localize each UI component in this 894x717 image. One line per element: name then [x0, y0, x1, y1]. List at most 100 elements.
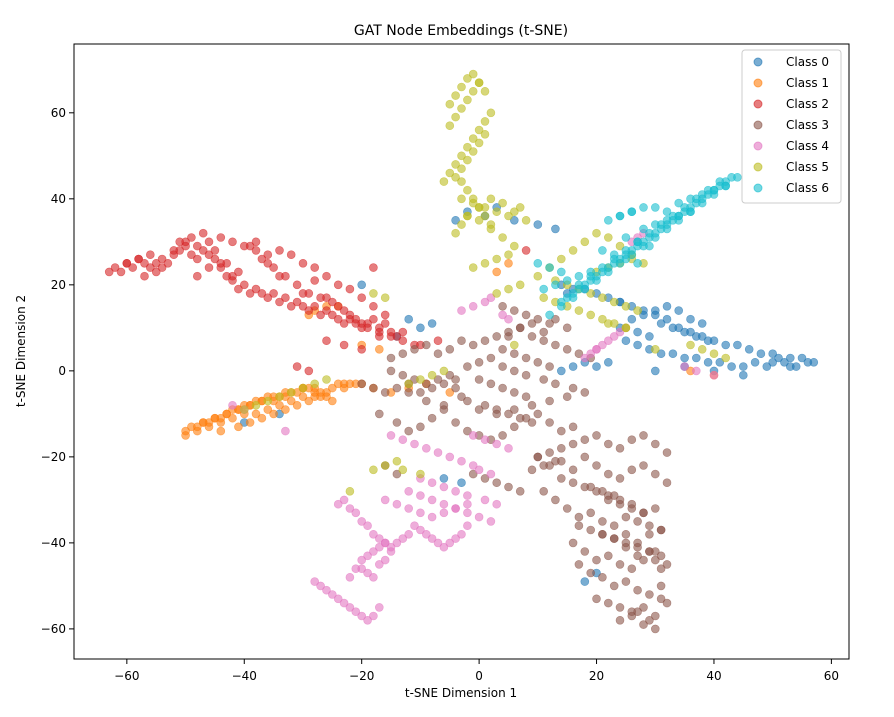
data-point [498, 344, 507, 354]
data-point [562, 344, 572, 354]
data-point [662, 216, 672, 225]
data-point [146, 263, 155, 272]
data-point [603, 267, 613, 277]
data-point [621, 254, 631, 264]
data-point [504, 258, 513, 268]
data-point [615, 499, 625, 509]
data-point [445, 370, 455, 380]
data-point [445, 344, 455, 354]
data-point [275, 297, 284, 307]
data-point [427, 512, 437, 522]
data-point [157, 263, 167, 272]
data-point [486, 194, 496, 204]
data-point [404, 529, 414, 539]
data-point [445, 452, 455, 462]
data-point [234, 422, 243, 432]
data-point [380, 461, 390, 470]
data-point [674, 198, 684, 208]
data-point [374, 542, 384, 552]
data-point [656, 594, 666, 604]
data-point [304, 306, 314, 315]
data-point [592, 362, 601, 371]
data-point [374, 603, 384, 612]
data-point [251, 409, 261, 419]
data-point [374, 534, 384, 543]
data-point [451, 383, 460, 393]
data-point [380, 293, 390, 303]
data-point [609, 332, 619, 341]
data-point [615, 560, 625, 569]
data-point [363, 615, 372, 625]
data-point [504, 482, 513, 492]
data-point [680, 327, 689, 337]
series-6 [533, 173, 742, 320]
data-point [721, 353, 731, 363]
data-point [574, 521, 584, 531]
legend-marker [753, 99, 763, 109]
data-point [586, 289, 596, 298]
data-point [639, 224, 648, 234]
data-point [603, 469, 613, 479]
data-point [463, 95, 472, 105]
data-point [662, 207, 672, 216]
data-point [645, 615, 654, 625]
data-point [468, 301, 478, 311]
data-point [222, 409, 231, 419]
data-point [486, 293, 496, 303]
data-point [298, 258, 308, 268]
data-point [492, 332, 502, 341]
data-point [486, 224, 496, 234]
data-point [468, 431, 478, 440]
data-point [621, 323, 631, 333]
data-point [486, 379, 496, 389]
legend-label: Class 0 [786, 55, 829, 69]
data-point [738, 362, 748, 371]
data-point [275, 400, 284, 410]
data-point [633, 517, 642, 526]
data-point [210, 246, 220, 255]
data-point [398, 336, 408, 346]
data-point [504, 211, 513, 221]
data-point [298, 301, 308, 311]
data-point [292, 400, 302, 410]
data-point [363, 323, 372, 333]
data-point [697, 190, 707, 199]
data-point [380, 319, 390, 328]
data-point [603, 598, 613, 608]
series-0 [240, 203, 819, 586]
data-point [733, 340, 742, 350]
data-point [668, 349, 678, 359]
data-point [580, 577, 590, 586]
data-point [333, 594, 343, 604]
data-point [586, 508, 596, 518]
data-point [615, 474, 625, 483]
data-point [603, 439, 613, 449]
y-axis-ticks: −60 −40 −20 0 20 40 60 [41, 106, 74, 636]
data-point [363, 521, 372, 531]
data-point [533, 314, 543, 324]
legend-marker [753, 120, 763, 130]
data-point [369, 301, 378, 311]
data-point [492, 439, 502, 449]
data-point [721, 181, 731, 191]
data-point [468, 198, 478, 208]
data-point [286, 396, 296, 406]
data-point [686, 340, 695, 350]
data-point [439, 366, 449, 376]
data-point [662, 301, 672, 311]
data-point [257, 413, 267, 423]
data-point [263, 396, 273, 406]
data-point [650, 611, 660, 621]
data-point [556, 474, 566, 483]
data-point [104, 267, 114, 277]
data-point [633, 327, 642, 337]
data-point [627, 250, 637, 259]
data-point [333, 314, 343, 324]
data-point [633, 237, 642, 247]
data-point [468, 147, 478, 156]
data-point [204, 422, 214, 432]
data-point [556, 254, 566, 264]
data-point [650, 344, 660, 354]
data-point [210, 254, 220, 264]
